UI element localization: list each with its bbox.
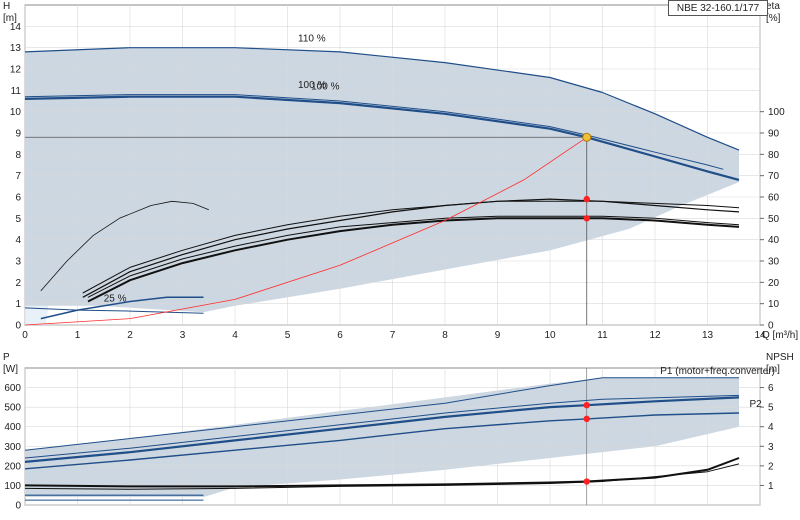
- y-tick-label: 1: [15, 299, 21, 310]
- operating-point-marker: [583, 478, 590, 485]
- y-tick-label: 200: [4, 461, 21, 472]
- x-tick-label: 1: [75, 330, 81, 341]
- x-tick-label: 0: [22, 330, 28, 341]
- y2-tick-label: 80: [768, 150, 780, 161]
- y-tick-label: 3: [15, 257, 21, 268]
- pump-model-label: NBE 32-160.1/177: [668, 0, 768, 16]
- series-head-line: [24, 47, 740, 151]
- series-head-line: [24, 95, 740, 181]
- y2-tick-label: 4: [768, 422, 774, 433]
- x-tick-label: 2: [127, 330, 133, 341]
- y2-tick-label: 6: [768, 383, 774, 394]
- x-tick-label: 6: [337, 330, 343, 341]
- y2-tick-label: 90: [768, 129, 780, 140]
- y-tick-label: 6: [15, 193, 21, 204]
- x-tick-label: 7: [390, 330, 396, 341]
- y-axis-unit: [W]: [3, 364, 18, 375]
- y2-tick-label: 10: [768, 299, 780, 310]
- y2-tick-label: 30: [768, 257, 780, 268]
- y-tick-label: 2: [15, 278, 21, 289]
- y2-axis-label: NPSH: [766, 352, 794, 363]
- duty-point-marker: [582, 132, 592, 142]
- y2-tick-label: 1: [768, 481, 774, 492]
- series-head-line: [40, 296, 204, 320]
- curve-label: 110 %: [298, 33, 326, 44]
- y2-tick-label: 70: [768, 171, 780, 182]
- curve-label: 100 %: [298, 80, 326, 91]
- curve-label: P2: [750, 399, 763, 410]
- y-tick-label: 10: [10, 107, 22, 118]
- x-tick-label: 12: [649, 330, 661, 341]
- x-tick-label: 3: [180, 330, 186, 341]
- y2-tick-label: 0: [768, 321, 774, 332]
- series-efficiency-line: [82, 198, 740, 298]
- y-axis-label: H: [3, 1, 10, 12]
- series-power-line: [24, 412, 740, 470]
- y-tick-label: 500: [4, 403, 21, 414]
- operating-point-marker: [583, 215, 590, 222]
- series-head-line: [24, 94, 724, 170]
- y-tick-label: 400: [4, 422, 21, 433]
- x-tick-label: 13: [702, 330, 714, 341]
- y2-tick-label: 50: [768, 214, 780, 225]
- curve-label: 100 %: [311, 81, 339, 92]
- series-efficiency-line: [40, 200, 209, 292]
- series-efficiency-line: [87, 217, 740, 303]
- y2-axis-unit: [m]: [766, 364, 780, 375]
- panel-power-npsh: 0 100 200 300 400 500 600 1 2 3 4 5 6 P[W] NPSH[m]P1 (…: [3, 352, 794, 512]
- y2-axis-label: eta: [766, 1, 780, 12]
- panel-head-efficiency: 0123456789101112131401020304050607080901…: [3, 1, 798, 341]
- y-tick-label: 0: [15, 501, 21, 512]
- y2-axis-unit: [%]: [766, 13, 781, 24]
- series-power-line: [24, 396, 740, 463]
- operating-point-marker: [583, 415, 590, 423]
- series-npsh-line: [24, 463, 740, 490]
- x-tick-label: 11: [597, 330, 608, 341]
- y2-tick-label: 40: [768, 235, 780, 246]
- series-efficiency-line: [87, 215, 740, 298]
- series-efficiency-line: [82, 200, 740, 294]
- curve-label: P1 (motor+freq.converter): [660, 366, 775, 377]
- operating-point-marker: [583, 195, 590, 203]
- series-system-line: [24, 136, 588, 326]
- y-tick-label: 600: [4, 383, 21, 394]
- series-power-line: [24, 377, 739, 451]
- series-power-line: [24, 394, 740, 459]
- y-tick-label: 7: [15, 171, 21, 182]
- y2-tick-label: 5: [768, 403, 774, 414]
- y2-tick-label: 20: [768, 278, 780, 289]
- x-tick-label: 14: [754, 330, 766, 341]
- x-tick-label: 4: [232, 330, 238, 341]
- y-tick-label: 8: [15, 150, 21, 161]
- y-tick-label: 13: [10, 43, 22, 54]
- y-axis-unit: [m]: [3, 13, 17, 24]
- x-axis-label: Q [m³/h]: [762, 330, 798, 341]
- y-tick-label: 9: [15, 129, 21, 140]
- operating-range: [25, 47, 739, 313]
- y2-tick-label: 2: [768, 461, 774, 472]
- x-tick-label: 5: [285, 330, 291, 341]
- y-axis-label: P: [3, 352, 10, 363]
- y-tick-label: 4: [15, 235, 21, 246]
- operating-point-marker: [583, 401, 590, 409]
- x-tick-label: 10: [544, 330, 556, 341]
- y2-tick-label: 60: [768, 193, 780, 204]
- x-tick-label: 8: [442, 330, 448, 341]
- y2-tick-label: 3: [768, 442, 774, 453]
- curve-label: 25 %: [104, 294, 127, 305]
- y-tick-label: 300: [4, 442, 21, 453]
- y-tick-label: 0: [15, 321, 21, 332]
- x-tick-label: 9: [495, 330, 501, 341]
- y-tick-label: 14: [10, 22, 22, 33]
- y-tick-label: 11: [11, 86, 22, 97]
- y-tick-label: 12: [10, 65, 22, 76]
- y2-tick-label: 100: [768, 107, 785, 118]
- y-tick-label: 100: [4, 481, 21, 492]
- y-tick-label: 5: [15, 214, 21, 225]
